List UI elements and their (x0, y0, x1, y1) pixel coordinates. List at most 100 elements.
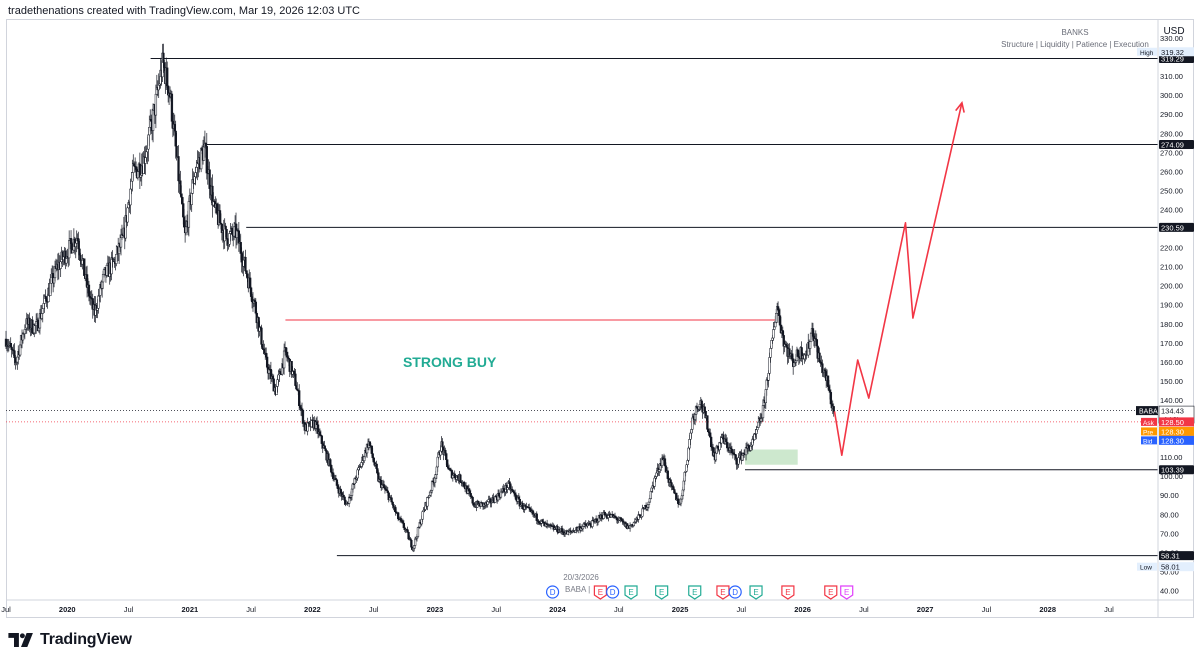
candle[interactable] (387, 492, 390, 503)
time-tick-label: Jul (246, 605, 256, 614)
time-tick-label: 2028 (1039, 605, 1056, 614)
candle[interactable] (628, 522, 632, 532)
candle[interactable] (453, 470, 456, 479)
strong-buy-annotation: STRONG BUY (403, 354, 497, 370)
candle[interactable] (347, 493, 351, 508)
time-tick-label: 2023 (427, 605, 444, 614)
time-tick-label: 2021 (181, 605, 198, 614)
earnings-event-icon[interactable]: E (781, 585, 795, 600)
earnings-event-icon[interactable]: E (749, 585, 763, 600)
dividend-event-icon[interactable]: D (606, 585, 620, 599)
pre-tag[interactable]: Pre 128.30 (1141, 426, 1194, 437)
candle-body (471, 496, 474, 504)
price-tick-label: 180.00 (1160, 320, 1183, 329)
level-price-tag-label: 230.59 (1161, 223, 1184, 232)
candle[interactable] (416, 527, 420, 539)
candle-body (244, 256, 247, 272)
price-axis[interactable]: 40.0050.0060.0070.0080.0090.00100.00110.… (6, 19, 1194, 618)
ask-tag-name: Ask (1143, 420, 1155, 427)
earnings-event-icon[interactable]: E (824, 585, 838, 600)
candle-body (773, 326, 776, 330)
level-price-tag[interactable]: 58.31 (1159, 551, 1194, 561)
level-price-tag[interactable]: 230.59 (1159, 222, 1194, 233)
high-tag[interactable]: High 319.32 (1137, 47, 1194, 57)
tradingview-logo-text: TradingView (40, 631, 132, 648)
chart-attribution: tradethenations created with TradingView… (8, 5, 360, 17)
ask-tag[interactable]: Ask 128.50 (1141, 417, 1194, 427)
candle-body (706, 415, 709, 430)
level-price-tag-label: 58.31 (1161, 552, 1180, 561)
price-tick-label: 330.00 (1160, 34, 1183, 43)
event-badge (593, 585, 607, 600)
low-tag-price-bg (1159, 562, 1194, 572)
demand-zone (744, 449, 798, 465)
low-tag-name-bg (1137, 562, 1157, 571)
time-axis[interactable]: Jul 2020 Jul 2021 Jul 2022 Jul 2023 Jul 2024 Jul 20… (1, 605, 1114, 614)
candle[interactable] (177, 145, 180, 193)
price-tick-label: 50.00 (1160, 567, 1179, 576)
low-tag[interactable]: Low 58.01 (1137, 562, 1194, 572)
earnings-event-icon[interactable]: E (593, 585, 607, 600)
earnings-event-icon[interactable]: E (840, 585, 854, 600)
price-tick-label: 70.00 (1160, 529, 1179, 538)
ask-tag-price: 128.50 (1161, 418, 1184, 427)
dividend-event-icon[interactable]: D (545, 585, 560, 599)
current-symbol-bg (1136, 406, 1158, 416)
candle[interactable] (260, 324, 263, 348)
candle[interactable] (832, 403, 835, 417)
event-letter: E (659, 588, 664, 597)
high-tag-name: High (1140, 50, 1154, 57)
event-date-label: 20/3/2026 (563, 573, 599, 582)
earnings-event-icon[interactable]: E (688, 585, 702, 600)
level-price-tag[interactable]: 274.09 (1159, 140, 1194, 150)
tradingview-logo[interactable]: TradingView (8, 630, 132, 650)
candle-body (166, 67, 169, 87)
level-price-tag-label: 319.29 (1161, 54, 1184, 63)
dividend-event-icon[interactable]: D (728, 585, 742, 599)
earnings-event-icon[interactable]: E (716, 585, 730, 600)
candle-body (301, 410, 305, 424)
chart-frame (6, 19, 1194, 618)
time-tick-label: 2025 (672, 605, 689, 614)
event-badge (688, 585, 702, 600)
event-badge (545, 585, 560, 599)
event-letter: E (828, 588, 833, 597)
candle-body (416, 527, 420, 538)
level-price-tag[interactable]: 103.39 (1159, 465, 1194, 475)
candle-body (260, 327, 263, 345)
time-tick-label: Jul (124, 605, 134, 614)
level-price-tag-bg (1159, 140, 1194, 150)
current-symbol-label: BABA (1139, 409, 1158, 416)
event-badge (606, 585, 620, 599)
watermark-title: BANKS (1061, 28, 1088, 37)
price-tick-label: 240.00 (1160, 205, 1183, 214)
time-tick-label: Jul (859, 605, 869, 614)
candle-body (756, 427, 759, 431)
price-tick-label: 140.00 (1160, 396, 1183, 405)
event-letter: E (598, 588, 603, 597)
candle[interactable] (808, 341, 812, 356)
candle-body (421, 511, 424, 520)
bid-tag[interactable]: Bid 128.30 (1141, 435, 1194, 446)
candle[interactable] (499, 488, 503, 499)
pre-tag-price-bg (1159, 426, 1194, 436)
price-tick-label: 100.00 (1160, 472, 1183, 481)
candle[interactable] (244, 249, 247, 272)
price-tick-label: 300.00 (1160, 91, 1183, 100)
earnings-event-icon[interactable]: E (624, 585, 638, 600)
time-tick-label: 2022 (304, 605, 321, 614)
projection-arrowhead (955, 101, 965, 113)
low-tag-price: 58.01 (1161, 563, 1180, 572)
candle[interactable] (83, 258, 86, 276)
time-tick-label: 2027 (917, 605, 934, 614)
price-tick-label: 200.00 (1160, 282, 1183, 291)
candle-body (821, 363, 824, 374)
event-letter: E (720, 588, 725, 597)
time-tick-label: Jul (491, 605, 501, 614)
projection-path[interactable] (833, 102, 963, 457)
bid-tag-name: Bid (1143, 438, 1153, 445)
earnings-event-icon[interactable]: E (655, 585, 669, 600)
currency-label[interactable]: USD (1163, 26, 1184, 37)
event-badge (624, 585, 638, 600)
